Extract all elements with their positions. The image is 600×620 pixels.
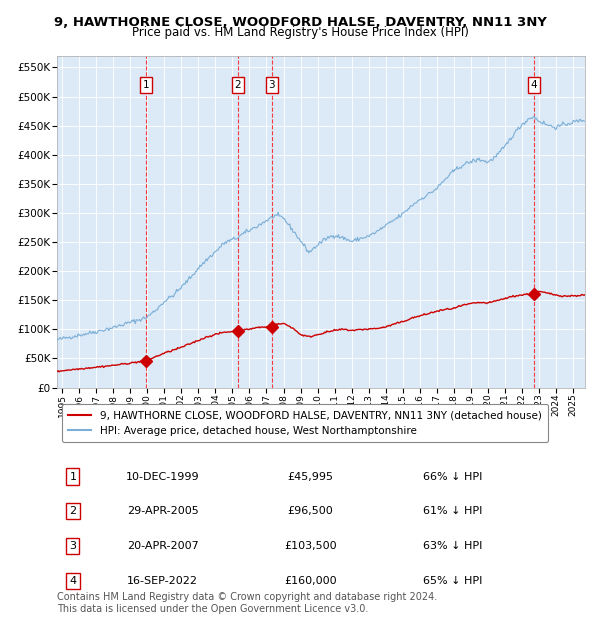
Text: 10-DEC-1999: 10-DEC-1999	[126, 471, 199, 482]
Text: 1: 1	[143, 80, 149, 90]
Text: Contains HM Land Registry data © Crown copyright and database right 2024.
This d: Contains HM Land Registry data © Crown c…	[57, 592, 437, 614]
Text: 1: 1	[70, 471, 76, 482]
Text: 29-APR-2005: 29-APR-2005	[127, 507, 199, 516]
Text: 9, HAWTHORNE CLOSE, WOODFORD HALSE, DAVENTRY, NN11 3NY: 9, HAWTHORNE CLOSE, WOODFORD HALSE, DAVE…	[53, 16, 547, 29]
Text: 2: 2	[69, 507, 76, 516]
Text: 20-APR-2007: 20-APR-2007	[127, 541, 199, 551]
Text: 3: 3	[70, 541, 76, 551]
Text: £160,000: £160,000	[284, 576, 337, 586]
Text: 4: 4	[69, 576, 76, 586]
Text: 2: 2	[235, 80, 241, 90]
Text: 66% ↓ HPI: 66% ↓ HPI	[424, 471, 482, 482]
Text: 63% ↓ HPI: 63% ↓ HPI	[424, 541, 482, 551]
Text: 4: 4	[531, 80, 538, 90]
Text: 65% ↓ HPI: 65% ↓ HPI	[424, 576, 482, 586]
Text: £96,500: £96,500	[287, 507, 334, 516]
Legend: 9, HAWTHORNE CLOSE, WOODFORD HALSE, DAVENTRY, NN11 3NY (detached house), HPI: Av: 9, HAWTHORNE CLOSE, WOODFORD HALSE, DAVE…	[62, 404, 548, 442]
Text: 16-SEP-2022: 16-SEP-2022	[127, 576, 198, 586]
Text: £45,995: £45,995	[287, 471, 334, 482]
Text: £103,500: £103,500	[284, 541, 337, 551]
Text: 3: 3	[268, 80, 275, 90]
Text: 61% ↓ HPI: 61% ↓ HPI	[424, 507, 482, 516]
Text: Price paid vs. HM Land Registry's House Price Index (HPI): Price paid vs. HM Land Registry's House …	[131, 26, 469, 39]
